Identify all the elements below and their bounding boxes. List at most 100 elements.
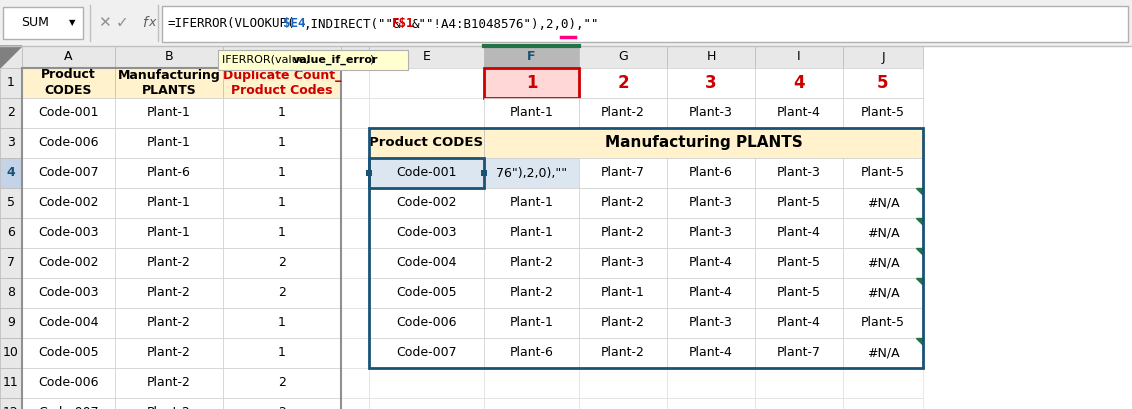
Bar <box>223 248 341 278</box>
Bar <box>22 368 115 398</box>
Text: IFERROR(value,: IFERROR(value, <box>222 55 312 65</box>
Text: Code-003: Code-003 <box>38 286 98 299</box>
Bar <box>162 6 1127 42</box>
Text: Plant-1: Plant-1 <box>147 137 191 150</box>
Bar <box>578 158 667 188</box>
Bar <box>843 368 923 398</box>
Bar <box>0 308 22 338</box>
Text: 4: 4 <box>794 74 805 92</box>
Bar <box>0 188 22 218</box>
Text: 4: 4 <box>7 166 16 180</box>
Bar <box>369 398 484 409</box>
Bar <box>755 46 843 68</box>
Text: 9: 9 <box>7 317 15 330</box>
Bar <box>843 188 923 218</box>
Text: 12: 12 <box>3 407 19 409</box>
Bar <box>667 46 755 68</box>
Text: Plant-6: Plant-6 <box>509 346 554 360</box>
Bar <box>115 158 223 188</box>
Text: Plant-4: Plant-4 <box>777 227 821 240</box>
Text: 2: 2 <box>278 407 286 409</box>
Text: 76"),2,0),"": 76"),2,0),"" <box>496 166 567 180</box>
Bar <box>369 308 484 338</box>
Bar <box>223 398 341 409</box>
Polygon shape <box>916 248 923 255</box>
Bar <box>578 368 667 398</box>
Bar <box>0 0 1132 46</box>
Text: Code-007: Code-007 <box>38 166 98 180</box>
Text: Plant-7: Plant-7 <box>777 346 821 360</box>
Bar <box>115 308 223 338</box>
Bar <box>22 158 115 188</box>
Bar <box>115 68 223 98</box>
Text: Plant-1: Plant-1 <box>509 317 554 330</box>
Text: Plant-2: Plant-2 <box>601 196 645 209</box>
Text: Plant-3: Plant-3 <box>689 317 732 330</box>
Bar <box>755 158 843 188</box>
Bar <box>0 46 22 68</box>
Bar <box>369 188 484 218</box>
Bar <box>369 218 484 248</box>
Bar <box>369 98 484 128</box>
Text: F$1: F$1 <box>392 18 414 31</box>
Bar <box>755 98 843 128</box>
Bar <box>0 398 22 409</box>
Text: Plant-4: Plant-4 <box>689 346 732 360</box>
Bar <box>115 368 223 398</box>
Bar <box>115 308 223 338</box>
Text: x: x <box>148 16 155 29</box>
Bar <box>755 278 843 308</box>
Bar <box>22 188 115 218</box>
Bar <box>843 188 923 218</box>
Polygon shape <box>916 218 923 225</box>
Bar <box>115 218 223 248</box>
Bar <box>578 398 667 409</box>
Bar <box>369 68 484 98</box>
Bar <box>115 188 223 218</box>
Bar <box>484 368 578 398</box>
Text: Plant-3: Plant-3 <box>689 106 732 119</box>
Text: 1: 1 <box>7 76 15 90</box>
Text: ✕: ✕ <box>97 16 111 31</box>
Bar <box>484 68 578 98</box>
Bar <box>578 98 667 128</box>
Bar <box>0 98 22 128</box>
Bar <box>484 128 578 158</box>
Text: 2: 2 <box>278 286 286 299</box>
Text: Plant-5: Plant-5 <box>777 286 821 299</box>
Bar <box>223 248 341 278</box>
Text: H: H <box>706 50 715 63</box>
Text: Plant-5: Plant-5 <box>861 317 904 330</box>
Bar <box>22 278 115 308</box>
Bar <box>843 338 923 368</box>
Bar <box>843 128 923 158</box>
Bar <box>667 218 755 248</box>
Text: Code-007: Code-007 <box>396 346 457 360</box>
Bar <box>223 338 341 368</box>
Text: Plant-2: Plant-2 <box>147 317 191 330</box>
Text: Code-005: Code-005 <box>396 286 457 299</box>
Bar <box>341 338 369 368</box>
Bar <box>578 128 667 158</box>
Bar <box>223 128 341 158</box>
Bar <box>369 248 484 278</box>
Text: value_if_error: value_if_error <box>292 55 378 65</box>
Bar <box>755 368 843 398</box>
Bar <box>22 68 341 409</box>
Text: Plant-2: Plant-2 <box>147 407 191 409</box>
Bar <box>484 338 578 368</box>
Text: Code-003: Code-003 <box>396 227 456 240</box>
Bar <box>484 308 578 338</box>
Bar <box>755 68 843 98</box>
Text: 3: 3 <box>705 74 717 92</box>
Bar <box>369 128 484 158</box>
Bar <box>484 98 578 128</box>
Bar <box>0 68 22 98</box>
Bar <box>755 128 843 158</box>
Bar <box>369 308 484 338</box>
Bar <box>22 98 115 128</box>
Bar <box>22 128 115 158</box>
Bar <box>115 248 223 278</box>
Text: Code-002: Code-002 <box>396 196 456 209</box>
Bar <box>369 158 484 188</box>
